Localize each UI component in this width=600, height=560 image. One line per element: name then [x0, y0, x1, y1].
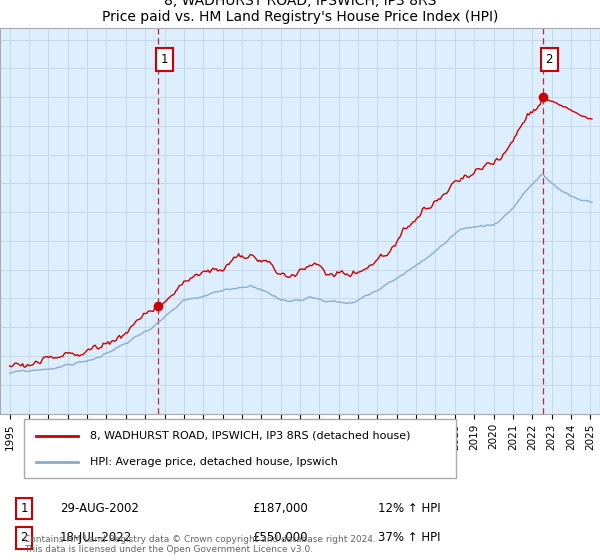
Text: 2: 2	[545, 53, 553, 66]
Text: 8, WADHURST ROAD, IPSWICH, IP3 8RS (detached house): 8, WADHURST ROAD, IPSWICH, IP3 8RS (deta…	[90, 431, 410, 441]
Text: 18-JUL-2022: 18-JUL-2022	[60, 531, 132, 544]
Text: 37% ↑ HPI: 37% ↑ HPI	[378, 531, 440, 544]
Text: 12% ↑ HPI: 12% ↑ HPI	[378, 502, 440, 515]
Text: 2: 2	[20, 531, 28, 544]
FancyBboxPatch shape	[24, 419, 456, 478]
Text: 29-AUG-2002: 29-AUG-2002	[60, 502, 139, 515]
Text: Contains HM Land Registry data © Crown copyright and database right 2024.
This d: Contains HM Land Registry data © Crown c…	[24, 535, 376, 554]
Title: 8, WADHURST ROAD, IPSWICH, IP3 8RS
Price paid vs. HM Land Registry's House Price: 8, WADHURST ROAD, IPSWICH, IP3 8RS Price…	[102, 0, 498, 24]
Text: 1: 1	[20, 502, 28, 515]
Text: £187,000: £187,000	[252, 502, 308, 515]
Text: £550,000: £550,000	[252, 531, 308, 544]
Text: 1: 1	[161, 53, 169, 66]
Text: HPI: Average price, detached house, Ipswich: HPI: Average price, detached house, Ipsw…	[90, 457, 338, 467]
